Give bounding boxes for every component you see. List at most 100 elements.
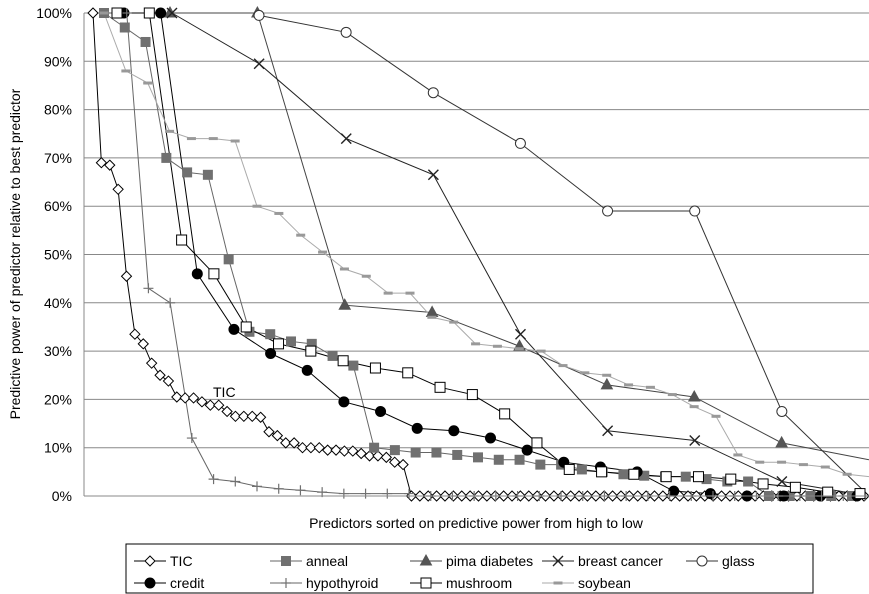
y-tick-label: 50% bbox=[44, 247, 72, 263]
point-tic bbox=[271, 429, 284, 442]
point-mushroom bbox=[143, 7, 155, 19]
point-tic bbox=[137, 338, 149, 350]
point-tic bbox=[95, 157, 108, 169]
point-mushroom bbox=[531, 437, 543, 449]
point-soybean bbox=[339, 267, 349, 271]
point-hypothyroid bbox=[252, 481, 262, 492]
point-mushroom bbox=[596, 466, 608, 478]
point-glass bbox=[340, 26, 352, 38]
point-breast-cancer bbox=[166, 7, 178, 19]
point-mushroom bbox=[789, 481, 801, 493]
point-anneal bbox=[618, 469, 629, 480]
legend-marker-breast-cancer bbox=[552, 555, 564, 567]
point-soybean bbox=[580, 371, 590, 375]
point-tic bbox=[171, 391, 183, 403]
point-soybean bbox=[143, 81, 153, 85]
legend-marker-anneal bbox=[281, 556, 291, 566]
point-tic bbox=[196, 396, 208, 408]
point-anneal bbox=[140, 36, 151, 47]
point-credit bbox=[155, 7, 167, 19]
point-breast-cancer bbox=[602, 425, 614, 437]
point-mushroom bbox=[660, 471, 672, 483]
point-anneal bbox=[348, 360, 359, 371]
y-tick-label: 70% bbox=[44, 150, 72, 166]
point-hypothyroid bbox=[273, 483, 284, 494]
point-tic bbox=[112, 183, 124, 196]
point-anneal bbox=[119, 22, 130, 33]
point-soybean bbox=[252, 204, 262, 208]
point-glass bbox=[689, 205, 701, 217]
point-credit bbox=[338, 396, 350, 408]
point-pima-diabetes bbox=[425, 305, 439, 317]
point-tic bbox=[254, 411, 267, 423]
point-glass bbox=[514, 137, 526, 149]
point-tic bbox=[263, 426, 275, 438]
legend-label-breast-cancer: breast cancer bbox=[578, 553, 663, 569]
point-anneal bbox=[286, 336, 296, 347]
point-soybean bbox=[186, 137, 196, 141]
point-tic bbox=[129, 328, 141, 340]
point-mushroom bbox=[369, 362, 381, 374]
point-mushroom bbox=[757, 478, 769, 490]
point-credit bbox=[228, 323, 240, 335]
point-credit bbox=[191, 268, 203, 280]
point-mushroom bbox=[499, 408, 511, 420]
point-tic bbox=[305, 441, 317, 454]
point-breast-cancer bbox=[515, 328, 526, 340]
legend-label-tic: TIC bbox=[170, 553, 193, 569]
point-tic bbox=[145, 357, 158, 369]
point-tic bbox=[388, 456, 401, 468]
point-soybean bbox=[230, 139, 240, 143]
point-soybean bbox=[798, 463, 808, 467]
point-soybean bbox=[361, 274, 371, 278]
point-soybean bbox=[777, 460, 787, 464]
point-credit bbox=[265, 348, 277, 360]
point-soybean bbox=[383, 291, 393, 295]
point-soybean bbox=[318, 250, 328, 254]
point-breast-cancer bbox=[427, 169, 439, 181]
y-tick-label: 90% bbox=[44, 53, 72, 69]
point-tic bbox=[162, 375, 175, 387]
point-credit bbox=[375, 405, 387, 417]
point-soybean bbox=[711, 414, 721, 418]
point-breast-cancer bbox=[253, 58, 265, 70]
point-credit bbox=[521, 444, 533, 456]
point-tic bbox=[87, 7, 99, 19]
point-breast-cancer bbox=[340, 133, 352, 145]
point-glass bbox=[602, 205, 614, 217]
point-pima-diabetes bbox=[687, 389, 701, 402]
series-line-mushroom bbox=[117, 12, 861, 495]
legend-label-anneal: anneal bbox=[306, 553, 348, 569]
y-tick-label: 20% bbox=[44, 391, 72, 407]
y-tick-labels: 0% 10% 20% 30% 40% 50% 60% 70% 80% 90% 100% bbox=[36, 5, 72, 504]
point-soybean bbox=[471, 342, 481, 346]
point-tic bbox=[154, 369, 166, 381]
point-mushroom bbox=[854, 488, 866, 500]
point-tic bbox=[246, 410, 258, 423]
y-axis-title: Predictive power of predictor relative t… bbox=[7, 88, 23, 419]
point-pima-diabetes bbox=[338, 298, 352, 310]
point-tic bbox=[104, 159, 116, 171]
point-hypothyroid bbox=[165, 297, 176, 308]
point-tic bbox=[380, 451, 393, 464]
legend-marker-glass bbox=[696, 555, 708, 567]
point-soybean bbox=[208, 137, 218, 141]
point-tic bbox=[280, 437, 292, 449]
y-tick-label: 100% bbox=[36, 5, 72, 21]
point-tic bbox=[296, 441, 309, 454]
point-mushroom bbox=[208, 268, 220, 280]
point-hypothyroid bbox=[121, 8, 132, 18]
point-mushroom bbox=[240, 321, 252, 333]
point-tic bbox=[221, 405, 233, 418]
point-anneal bbox=[514, 454, 525, 465]
point-tic bbox=[288, 437, 300, 449]
point-mushroom bbox=[402, 367, 414, 379]
point-anneal bbox=[223, 254, 234, 265]
point-anneal bbox=[265, 329, 276, 340]
point-tic bbox=[204, 399, 217, 411]
point-credit bbox=[448, 425, 460, 437]
point-soybean bbox=[624, 383, 634, 387]
point-soybean bbox=[405, 291, 415, 295]
series-line-glass bbox=[258, 14, 869, 497]
point-hypothyroid bbox=[295, 485, 306, 496]
